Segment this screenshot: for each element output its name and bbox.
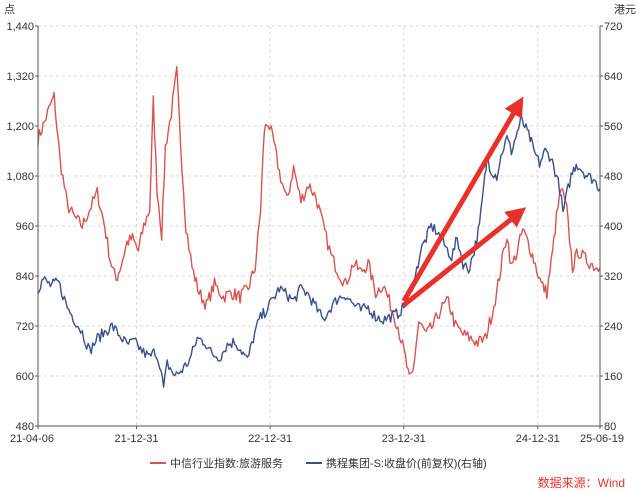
x-axis-ticks: 21-04-06 21-12-31 22-12-31 23-12-31 24-12-31… <box>10 426 624 445</box>
left-axis-unit: 点 <box>4 3 15 16</box>
x-tick-label: 21-04-06 <box>10 433 54 445</box>
legend-label-index: 中信行业指数:旅游服务 <box>170 456 283 470</box>
left-tick-label: 480 <box>16 421 34 433</box>
x-tick-label: 24-12-31 <box>516 433 560 445</box>
series-layer <box>37 66 601 388</box>
data-source: 数据来源：Wind <box>538 475 625 490</box>
right-tick-label: 320 <box>604 271 622 283</box>
right-tick-label: 160 <box>604 371 622 383</box>
legend-label-ctrip: 携程集团-S:收盘价(前复权)(右轴) <box>326 456 487 470</box>
legend: 中信行业指数:旅游服务 携程集团-S:收盘价(前复权)(右轴) <box>150 456 487 470</box>
left-tick-label: 960 <box>16 221 34 233</box>
right-axis-ticks: 80 160 240 320 400 480 560 640 720 <box>600 21 622 433</box>
series-line-ctrip <box>37 114 601 388</box>
left-axis-ticks: 480 600 720 840 960 1,080 1,200 1,320 1,440 <box>6 21 38 433</box>
right-tick-label: 400 <box>604 221 622 233</box>
x-tick-label: 21-12-31 <box>114 433 158 445</box>
left-tick-label: 1,320 <box>6 71 34 83</box>
right-tick-label: 480 <box>604 171 622 183</box>
right-tick-label: 720 <box>604 21 622 33</box>
left-tick-label: 1,200 <box>6 121 34 133</box>
left-tick-label: 1,440 <box>6 21 34 33</box>
left-tick-label: 1,080 <box>6 171 34 183</box>
right-tick-label: 640 <box>604 71 622 83</box>
x-tick-label: 23-12-31 <box>382 433 426 445</box>
right-tick-label: 80 <box>604 421 616 433</box>
grid-lines <box>38 25 600 427</box>
annotation-arrow-1 <box>401 96 524 303</box>
x-tick-label: 25-06-19 <box>580 433 624 445</box>
axis-frame <box>37 26 601 427</box>
x-tick-label: 22-12-31 <box>248 433 292 445</box>
series-line-index <box>37 66 601 375</box>
left-tick-label: 840 <box>16 271 34 283</box>
left-tick-label: 720 <box>16 321 34 333</box>
right-tick-label: 560 <box>604 121 622 133</box>
right-tick-label: 240 <box>604 321 622 333</box>
annotation-arrow-2 <box>402 207 527 308</box>
right-axis-unit: 港元 <box>614 3 636 16</box>
left-tick-label: 600 <box>16 371 34 383</box>
annotation-layer <box>401 96 527 308</box>
